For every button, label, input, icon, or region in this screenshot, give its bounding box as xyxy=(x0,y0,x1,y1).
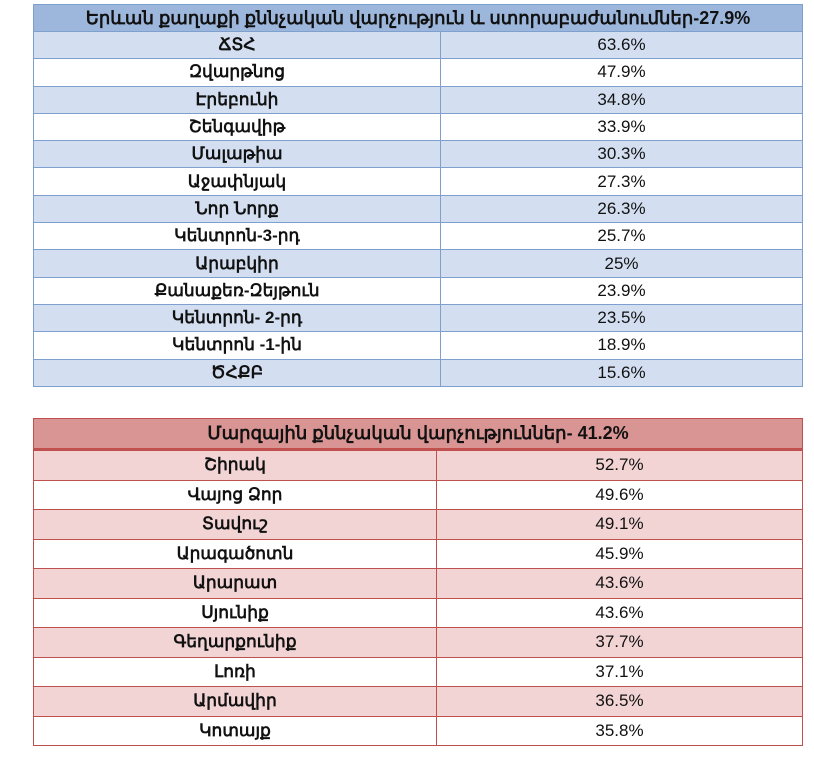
table-row: ԾՀՔԲ 15.6% xyxy=(33,358,803,387)
unit-name: Կենտրոն -1-ին xyxy=(33,331,441,360)
unit-percent: 25% xyxy=(440,249,803,278)
unit-percent: 30.3% xyxy=(440,140,803,169)
unit-percent: 49.1% xyxy=(436,509,803,540)
unit-percent: 63.6% xyxy=(440,30,803,60)
table-row: Արարատ 43.6% xyxy=(33,568,803,599)
unit-name: Շիրակ xyxy=(33,449,437,481)
table-row: Զվարթնոց 47.9% xyxy=(33,58,803,87)
unit-name: Արագածոտն xyxy=(33,538,437,569)
table-row: Սյունիք 43.6% xyxy=(33,597,803,628)
unit-name: Արմավիր xyxy=(33,686,437,717)
unit-percent: 43.6% xyxy=(436,597,803,628)
unit-percent: 35.8% xyxy=(436,715,803,746)
unit-name: Կոտայք xyxy=(33,715,437,746)
unit-percent: 36.5% xyxy=(436,686,803,717)
table-row: Շենգավիթ 33.9% xyxy=(33,112,803,142)
unit-name: Մալաթիա xyxy=(33,140,441,169)
unit-percent: 45.9% xyxy=(436,538,803,569)
unit-percent: 25.7% xyxy=(440,222,803,251)
table-row: Կենտրոն-3-րդ 25.7% xyxy=(33,222,803,251)
unit-name: Կենտրոն- 2-րդ xyxy=(33,303,441,333)
unit-percent: 34.8% xyxy=(440,85,803,114)
table-row: Քանաքեռ-Զեյթուն 23.9% xyxy=(33,276,803,305)
unit-name: Էրեբունի xyxy=(33,85,441,114)
unit-percent: 18.9% xyxy=(440,331,803,360)
regional-table: Մարզային քննչական վարչություններ- 41.2% Շ… xyxy=(33,418,803,746)
unit-percent: 47.9% xyxy=(440,58,803,87)
unit-percent: 52.7% xyxy=(436,449,803,481)
unit-name: Արարատ xyxy=(33,568,437,599)
unit-percent: 27.3% xyxy=(440,167,803,196)
table-row: Կենտրոն -1-ին 18.9% xyxy=(33,331,803,360)
unit-name: Գեղարքունիք xyxy=(33,627,437,658)
table-row: Գեղարքունիք 37.7% xyxy=(33,627,803,658)
unit-name: Աջափնյակ xyxy=(33,167,441,196)
unit-name: Լոռի xyxy=(33,656,437,687)
unit-percent: 43.6% xyxy=(436,568,803,599)
table-row: Մալաթիա 30.3% xyxy=(33,140,803,169)
table-row: Շիրակ 52.7% xyxy=(33,449,803,481)
unit-percent: 15.6% xyxy=(440,358,803,387)
table-row: Լոռի 37.1% xyxy=(33,656,803,687)
unit-percent: 37.7% xyxy=(436,627,803,658)
table-row: Էրեբունի 34.8% xyxy=(33,85,803,114)
unit-name: Արաբկիր xyxy=(33,249,441,278)
table-row: ՃՏՀ 63.6% xyxy=(33,30,803,60)
unit-name: Կենտրոն-3-րդ xyxy=(33,222,441,251)
unit-percent: 33.9% xyxy=(440,112,803,142)
table-row: Վայոց Ձոր 49.6% xyxy=(33,479,803,510)
table-row: Նոր Նորք 26.3% xyxy=(33,194,803,224)
table-row: Կոտայք 35.8% xyxy=(33,715,803,746)
table-row: Տավուշ 49.1% xyxy=(33,509,803,540)
unit-name: Սյունիք xyxy=(33,597,437,628)
unit-name: Տավուշ xyxy=(33,509,437,540)
unit-name: ԾՀՔԲ xyxy=(33,358,441,387)
regional-table-title: Մարզային քննչական վարչություններ- 41.2% xyxy=(33,418,803,451)
table-row: Աջափնյակ 27.3% xyxy=(33,167,803,196)
unit-name: Քանաքեռ-Զեյթուն xyxy=(33,276,441,305)
table-row: Կենտրոն- 2-րդ 23.5% xyxy=(33,303,803,333)
table-row: Արմավիր 36.5% xyxy=(33,686,803,717)
unit-percent: 37.1% xyxy=(436,656,803,687)
unit-name: Նոր Նորք xyxy=(33,194,441,224)
unit-name: ՃՏՀ xyxy=(33,30,441,60)
table-row: Արաբկիր 25% xyxy=(33,249,803,278)
unit-name: Վայոց Ձոր xyxy=(33,479,437,510)
table-row: Արագածոտն 45.9% xyxy=(33,538,803,569)
unit-percent: 23.5% xyxy=(440,303,803,333)
yerevan-table: Երևան քաղաքի քննչական վարչություն և ստոր… xyxy=(33,4,803,387)
unit-name: Զվարթնոց xyxy=(33,58,441,87)
unit-percent: 26.3% xyxy=(440,194,803,224)
unit-percent: 49.6% xyxy=(436,479,803,510)
yerevan-table-title: Երևան քաղաքի քննչական վարչություն և ստոր… xyxy=(33,4,803,32)
unit-percent: 23.9% xyxy=(440,276,803,305)
unit-name: Շենգավիթ xyxy=(33,112,441,142)
